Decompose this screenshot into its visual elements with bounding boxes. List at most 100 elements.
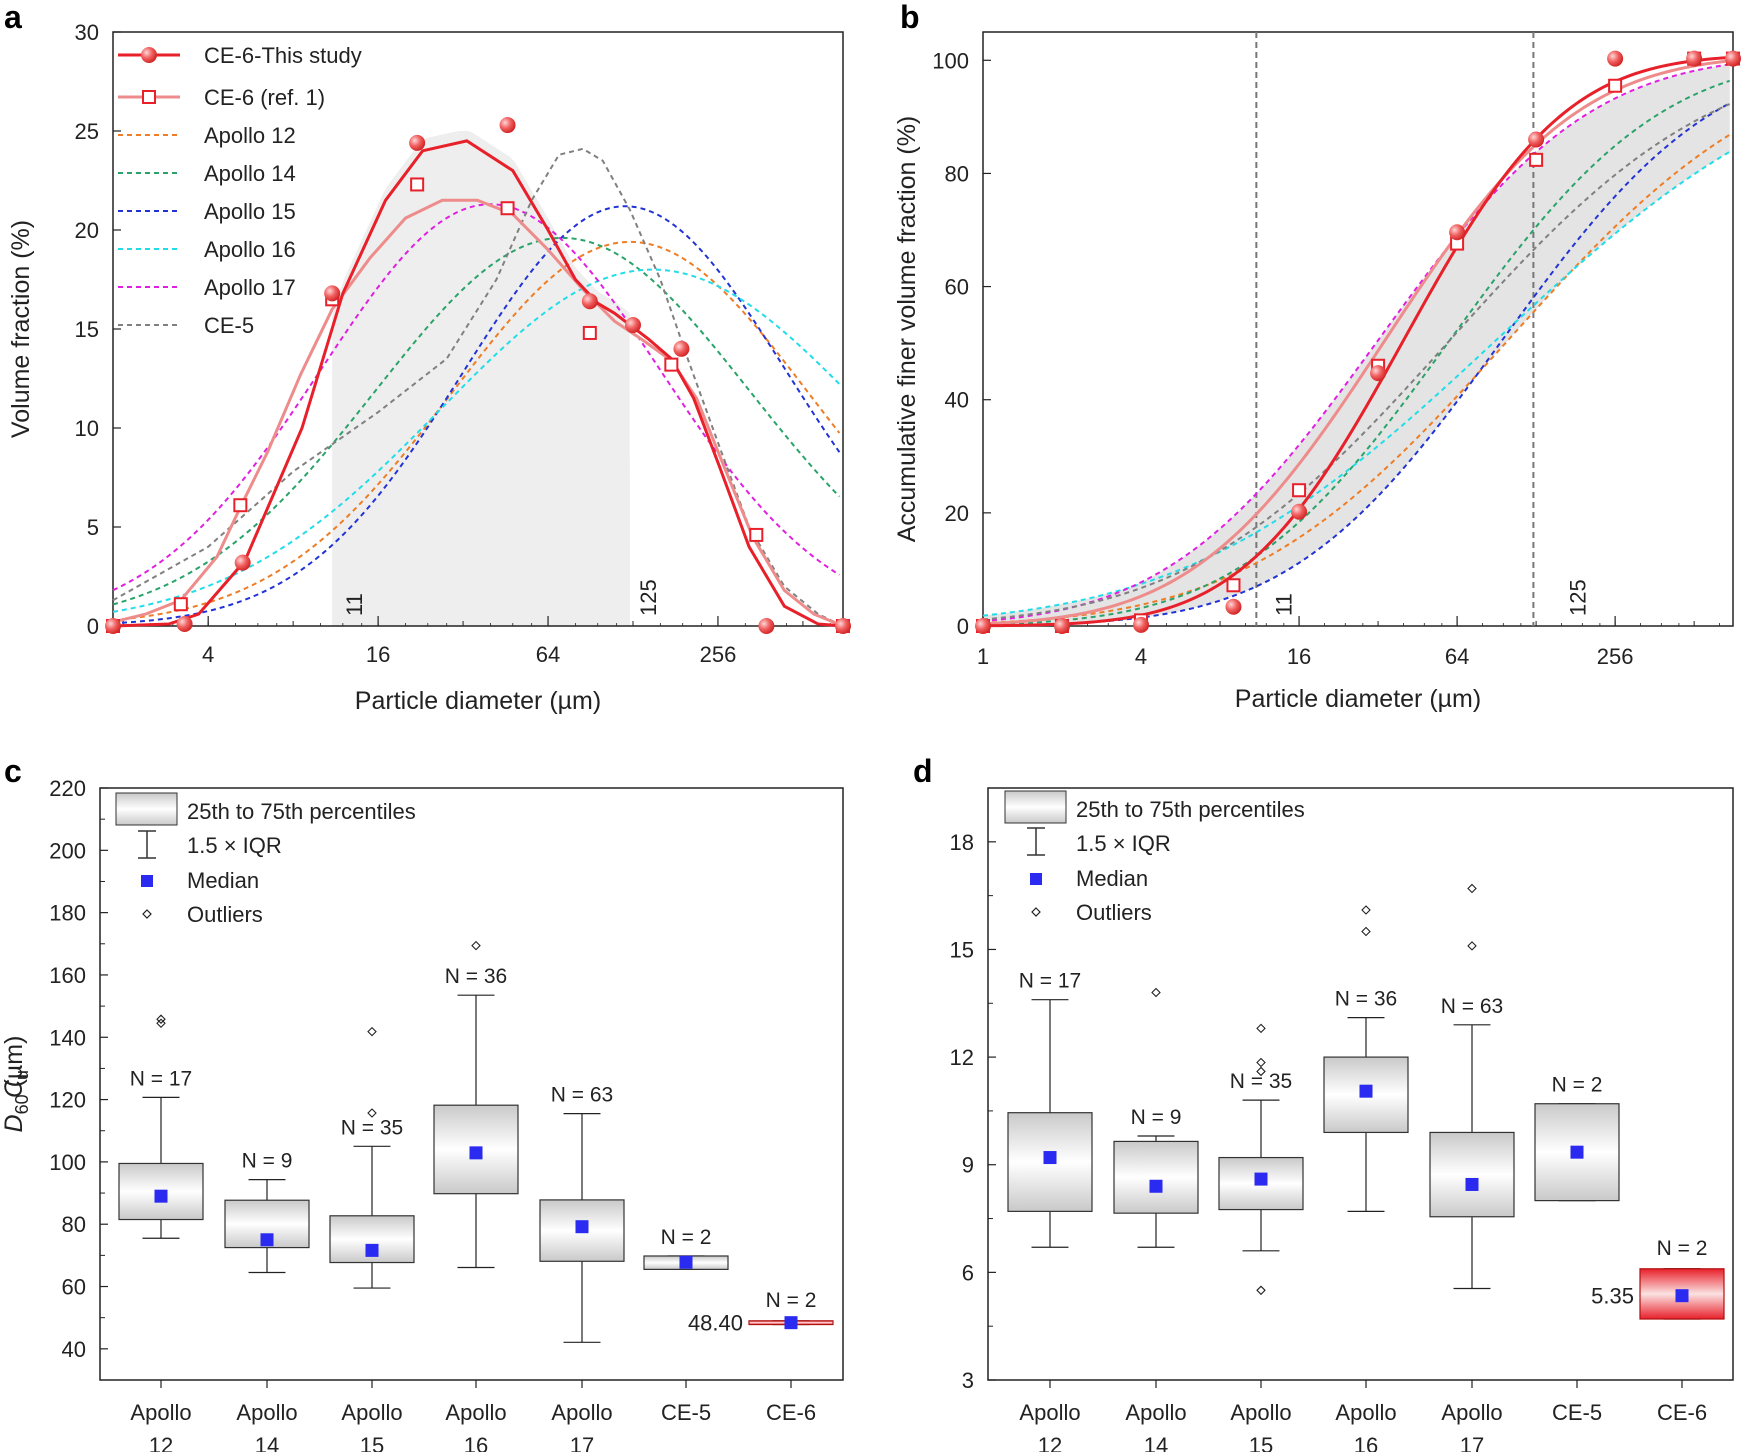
outlier-marker: [156, 1014, 166, 1024]
outlier-marker: [1256, 1023, 1266, 1034]
outlier-marker: [1361, 905, 1371, 915]
y-axis-title-sub: 60: [12, 1094, 32, 1114]
marker-ce6-this: [1370, 365, 1387, 382]
legend-whisker-swatch: [138, 830, 156, 859]
n-label: N = 9: [242, 1150, 293, 1173]
x-tick-label: Apollo: [1335, 1400, 1396, 1425]
marker-ce6-this: [1449, 224, 1466, 241]
median-marker: [1675, 1289, 1689, 1303]
legend-median-label: Median: [1076, 866, 1148, 891]
series-line-apollo17: [982, 63, 1730, 623]
box-5: CE-5 N = 2: [643, 1226, 729, 1425]
series-line-ce6_this: [112, 139, 844, 628]
box-1: Apollo 14 N = 9: [1113, 987, 1199, 1452]
legend-d: 25th to 75th percentiles 1.5 × IQR Media…: [1004, 790, 1305, 925]
marker-ce6-this: [1607, 50, 1624, 67]
n-label: N = 35: [341, 1116, 403, 1139]
y-tick-label: 40: [945, 388, 969, 413]
legend-outlier-label: Outliers: [1076, 900, 1152, 925]
series-line-apollo15: [112, 205, 841, 625]
x-tick-label: CE-5: [661, 1400, 711, 1425]
n-label: N = 17: [1019, 970, 1081, 993]
legend-a-ce6-this: CE-6-This study: [118, 43, 362, 68]
marker-ce6-ref: [749, 527, 764, 542]
panel-d-label: d: [913, 753, 933, 789]
x-tick-label: CE-6: [1657, 1400, 1707, 1425]
box-3: Apollo 16 N = 36: [1323, 905, 1409, 1452]
outlier-marker: [367, 1108, 377, 1118]
y-axis-title: Volume fraction (%): [7, 220, 35, 438]
median-marker: [1043, 1151, 1057, 1165]
y-tick-label: 25: [75, 119, 99, 144]
y-axis-title: D60 (µm): [0, 1036, 32, 1133]
legend-label: Apollo 12: [204, 123, 296, 148]
box-3: Apollo 16 N = 36: [433, 940, 519, 1452]
y-tick-label: 100: [49, 1150, 86, 1175]
series-line-apollo14: [982, 79, 1731, 626]
marker-ce6-this: [624, 317, 641, 334]
median-marker: [154, 1189, 168, 1203]
x-tick-label: 256: [700, 642, 737, 667]
legend-outlier-label: Outliers: [187, 902, 263, 927]
box-6: CE-6 N = 2 5.35: [1591, 1237, 1725, 1425]
box-0: Apollo 12 N = 17: [1007, 970, 1093, 1452]
x-tick-label-line2: 15: [360, 1433, 384, 1452]
median-marker: [1465, 1177, 1479, 1191]
legend-marker: [141, 47, 157, 63]
n-label: N = 36: [445, 965, 507, 988]
legend-box-label: 25th to 75th percentiles: [1076, 797, 1305, 822]
n-label: N = 63: [1441, 995, 1503, 1018]
legend-whisker-label: 1.5 × IQR: [1076, 831, 1171, 856]
x-tick-label: Apollo: [130, 1400, 191, 1425]
marker-ce6-ref: [173, 597, 188, 612]
marker-ce6-this: [176, 616, 193, 633]
legend-box-swatch: [1004, 790, 1067, 824]
box-0: Apollo 12 N = 17: [118, 1014, 204, 1452]
y-tick-label: 15: [950, 937, 974, 962]
x-tick-label: 64: [536, 642, 560, 667]
legend-label: Apollo 16: [204, 237, 296, 262]
median-marker: [1570, 1145, 1584, 1159]
series-line-ce6_this: [982, 55, 1730, 628]
median-marker: [260, 1233, 274, 1247]
marker-ce6-this: [581, 293, 598, 310]
y-tick-label: 0: [87, 614, 99, 639]
outlier-marker: [1361, 926, 1371, 937]
x-tick-label-line2: 12: [1038, 1433, 1062, 1452]
marker-ce6-ref: [664, 357, 679, 372]
x-tick-label: Apollo: [551, 1400, 612, 1425]
median-marker: [1254, 1172, 1268, 1186]
marker-ce6-ref: [500, 201, 515, 216]
legend-label: CE-6-This study: [204, 43, 362, 68]
y-tick-label: 80: [945, 161, 969, 186]
x-tick-label-line2: 17: [570, 1433, 594, 1452]
median-marker: [784, 1316, 798, 1330]
box-6: CE-6 N = 2 48.40: [688, 1289, 834, 1425]
x-tick-label: 4: [202, 642, 214, 667]
outlier-marker: [1467, 941, 1477, 951]
x-axis-title: Particle diameter (µm): [355, 687, 601, 715]
y-tick-label: 15: [75, 317, 99, 342]
marker-ce6-ref: [1529, 152, 1544, 167]
y-axis-title-main: D: [0, 1114, 28, 1132]
x-tick-label: 16: [1287, 644, 1311, 669]
n-label: N = 2: [1552, 1074, 1603, 1097]
y-tick-label: 60: [62, 1275, 86, 1300]
x-tick-label: Apollo: [1441, 1400, 1502, 1425]
y-tick-label: 12: [950, 1045, 974, 1070]
envelope: [983, 64, 1730, 626]
n-label: N = 63: [551, 1084, 613, 1107]
x-tick-label: 256: [1597, 644, 1634, 669]
outlier-marker: [1256, 1285, 1266, 1296]
y-tick-label: 160: [49, 963, 86, 988]
y-tick-label: 220: [49, 776, 86, 801]
annotation-11: 11: [1271, 593, 1296, 616]
y-tick-label: 40: [62, 1337, 86, 1362]
annotation-125: 125: [636, 579, 661, 616]
legend-label: Apollo 17: [204, 275, 296, 300]
legend-a: CE-6-This study CE-6 (ref. 1) Apollo 12 …: [118, 43, 362, 338]
legend-a-ce6-ref: CE-6 (ref. 1): [118, 85, 325, 110]
n-label: N = 2: [661, 1226, 712, 1249]
x-tick-label: Apollo: [341, 1400, 402, 1425]
